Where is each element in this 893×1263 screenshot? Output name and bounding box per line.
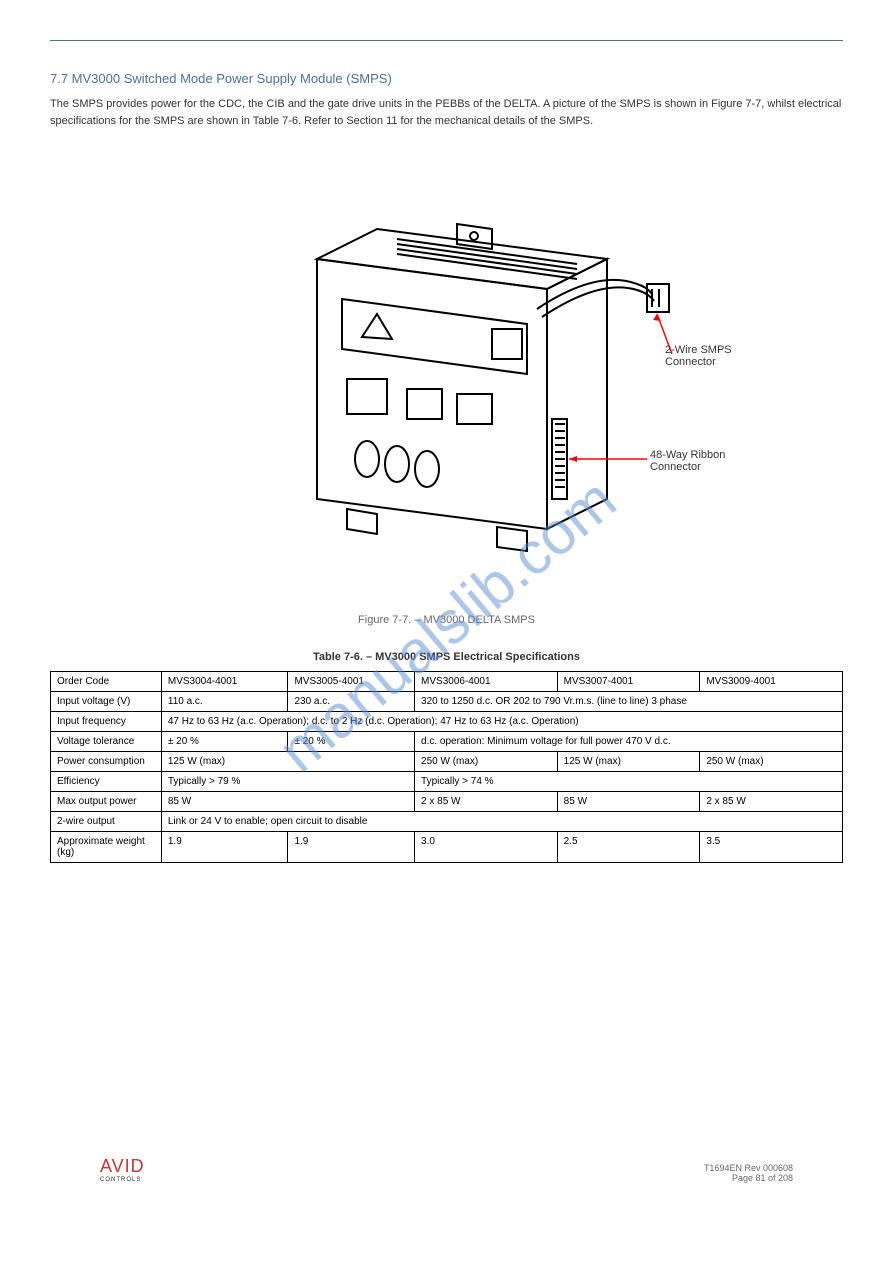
cell-label: Input frequency [51,712,162,732]
cell: 2 x 85 W [415,792,558,812]
cell: ± 20 % [161,732,288,752]
cell-label: Voltage tolerance [51,732,162,752]
table-row: Order Code MVS3004-4001 MVS3005-4001 MVS… [51,672,843,692]
table-row: 2-wire output Link or 24 V to enable; op… [51,812,843,832]
page-number: Page 81 of 208 [732,1173,793,1183]
cell: 320 to 1250 d.c. OR 202 to 790 Vr.m.s. (… [415,692,843,712]
callout-ribbon-line2: Connector [650,461,701,473]
table-row: Power consumption 125 W (max) 250 W (max… [51,752,843,772]
cell-label: Efficiency [51,772,162,792]
cell: ± 20 % [288,732,415,752]
callout-2wire-line2: Connector [665,356,716,368]
page-container: 7.7 MV3000 Switched Mode Power Supply Mo… [50,40,843,1223]
cell: 110 a.c. [161,692,288,712]
cell: 1.9 [288,832,415,863]
cell: MVS3005-4001 [288,672,415,692]
cell-label: Power consumption [51,752,162,772]
logo-text: AVID [100,1156,145,1176]
cell: 3.0 [415,832,558,863]
cell: 85 W [161,792,414,812]
cell-label: Max output power [51,792,162,812]
table-row: Approximate weight (kg) 1.9 1.9 3.0 2.5 … [51,832,843,863]
cell: 85 W [557,792,700,812]
cell: MVS3007-4001 [557,672,700,692]
table-row: Max output power 85 W 2 x 85 W 85 W 2 x … [51,792,843,812]
cell: 2 x 85 W [700,792,843,812]
table-row: Efficiency Typically > 79 % Typically > … [51,772,843,792]
cell: MVS3004-4001 [161,672,288,692]
cell: 2.5 [557,832,700,863]
section-heading: 7.7 MV3000 Switched Mode Power Supply Mo… [50,71,843,86]
cell: Typically > 79 % [161,772,414,792]
cell: 125 W (max) [161,752,414,772]
figure-caption: Figure 7-7. – MV3000 DELTA SMPS [50,614,843,626]
callout-ribbon: 48-Way Ribbon Connector [650,449,725,473]
cell: 125 W (max) [557,752,700,772]
cell: 250 W (max) [700,752,843,772]
table-row: Input frequency 47 Hz to 63 Hz (a.c. Ope… [51,712,843,732]
cell-label: Order Code [51,672,162,692]
callout-ribbon-line1: 48-Way Ribbon [650,449,725,461]
footer-docinfo: T1694EN Rev 000608 Page 81 of 208 [100,1163,793,1183]
header-divider [50,40,843,41]
table-row: Voltage tolerance ± 20 % ± 20 % d.c. ope… [51,732,843,752]
doc-id: T1694EN Rev 000608 [704,1163,793,1173]
cell-label: Approximate weight (kg) [51,832,162,863]
cell: Link or 24 V to enable; open circuit to … [161,812,842,832]
cell-label: 2-wire output [51,812,162,832]
cell: 3.5 [700,832,843,863]
cell: MVS3006-4001 [415,672,558,692]
callout-2wire-line1: 2-Wire SMPS [665,344,732,356]
spec-table: Order Code MVS3004-4001 MVS3005-4001 MVS… [50,671,843,863]
intro-paragraph: The SMPS provides power for the CDC, the… [50,96,843,129]
cell: 47 Hz to 63 Hz (a.c. Operation); d.c. to… [161,712,842,732]
table-caption: Table 7-6. – MV3000 SMPS Electrical Spec… [50,651,843,663]
cell: d.c. operation: Minimum voltage for full… [415,732,843,752]
figure-container: 2-Wire SMPS Connector 48-Way Ribbon Conn… [50,169,843,594]
cell: MVS3009-4001 [700,672,843,692]
cell: 1.9 [161,832,288,863]
cell-label: Input voltage (V) [51,692,162,712]
cell: 250 W (max) [415,752,558,772]
page-footer: AVID CONTROLS T1694EN Rev 000608 Page 81… [100,1156,793,1183]
cell: 230 a.c. [288,692,415,712]
smps-diagram [197,169,697,589]
cell: Typically > 74 % [415,772,843,792]
callout-2wire: 2-Wire SMPS Connector [665,344,732,368]
table-row: Input voltage (V) 110 a.c. 230 a.c. 320 … [51,692,843,712]
